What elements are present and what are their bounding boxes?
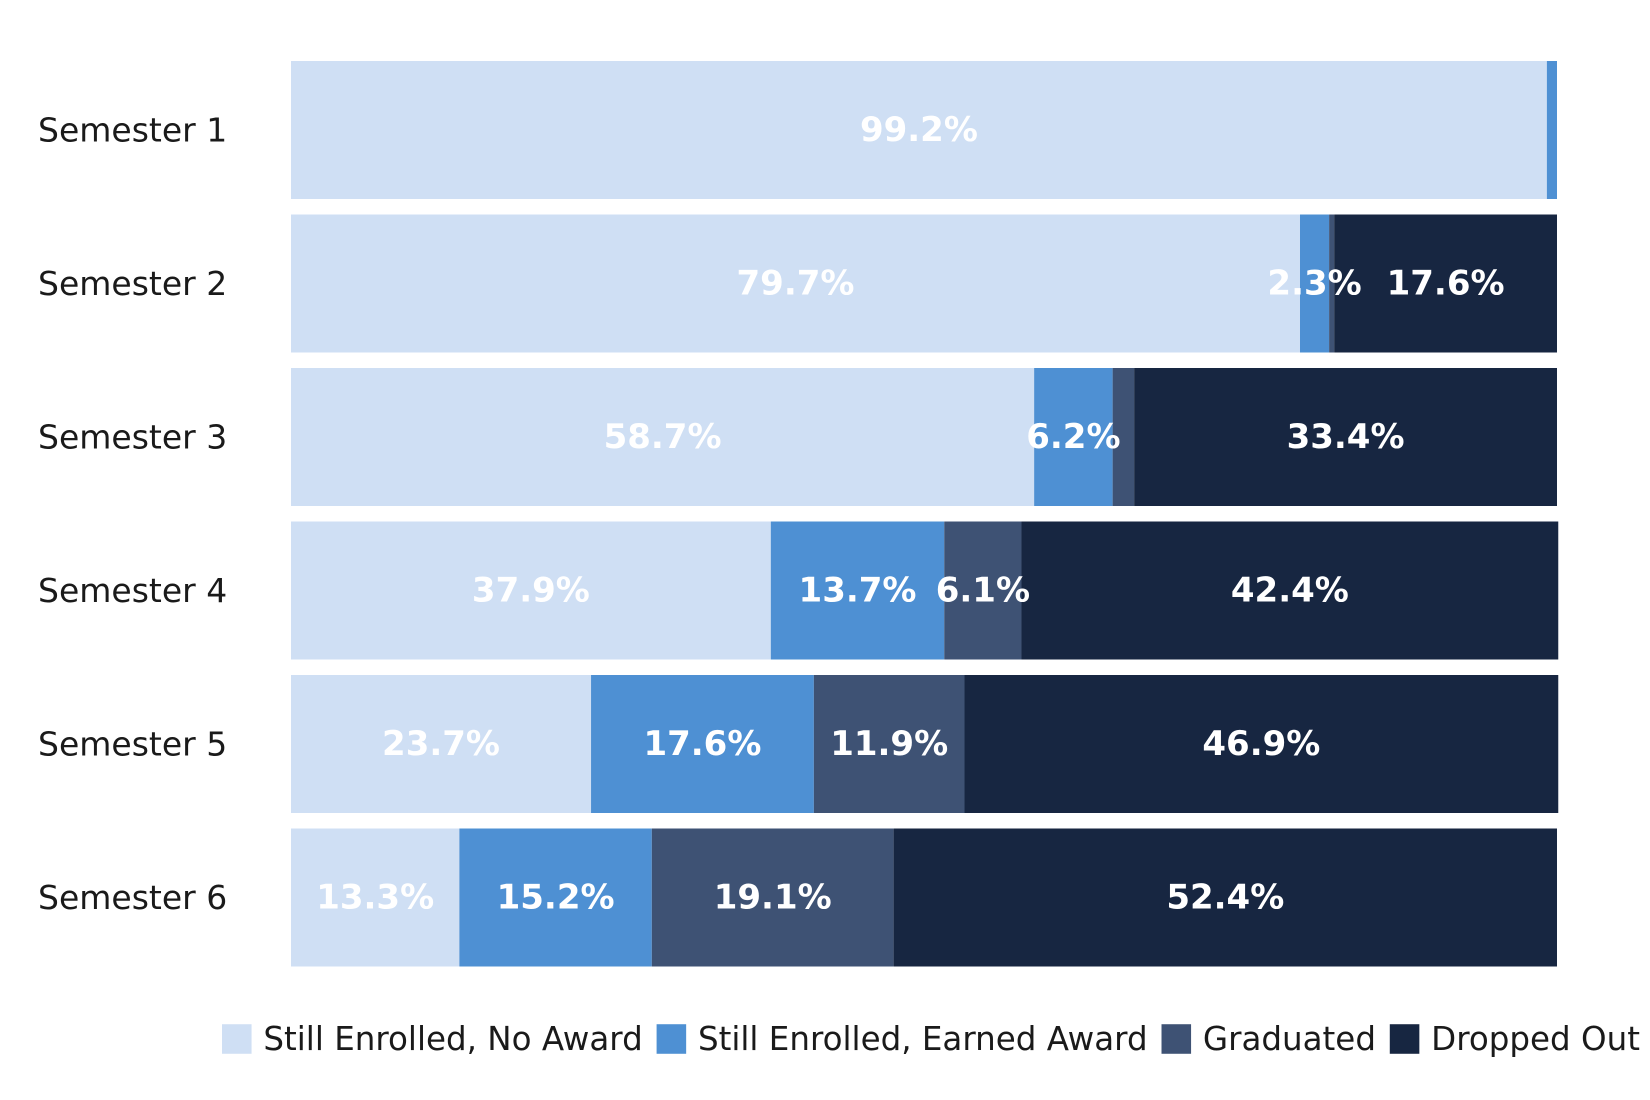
bar-dropped-out-semester-4	[1021, 521, 1559, 660]
bar-dropped-out-semester-3	[1134, 368, 1557, 506]
value-labels: 99.2% 79.7% 2.3% 17.6% 58.7% 6.2% 33.4% 37.9% 13…	[316, 110, 1504, 918]
data-label-still-enrolled-no-award-semester-5: 23.7%	[382, 724, 500, 764]
data-label-still-enrolled-earned-award-semester-5: 17.6%	[643, 724, 761, 764]
legend: Still Enrolled, No Award Still Enrolled, …	[222, 1020, 1640, 1058]
bar-still-enrolled-no-award-semester-1	[291, 61, 1547, 199]
data-label-still-enrolled-no-award-semester-3: 58.7%	[604, 417, 722, 457]
bar-dropped-out-semester-6	[893, 828, 1557, 967]
bar-graduated-semester-3	[1112, 368, 1135, 506]
legend-swatch-dropped-out	[1389, 1024, 1420, 1054]
bar-dropped-out-semester-2	[1334, 214, 1557, 353]
bar-still-enrolled-earned-award-semester-6	[459, 828, 652, 967]
bar-graduated-semester-4	[944, 521, 1022, 660]
legend-label-still-enrolled-no-award: Still Enrolled, No Award	[263, 1020, 642, 1058]
category-labels: Semester 1 Semester 2 Semester 3 Semester 4…	[38, 111, 227, 918]
bar-still-enrolled-no-award-semester-6	[291, 828, 460, 967]
legend-label-still-enrolled-earned-award: Still Enrolled, Earned Award	[698, 1020, 1148, 1058]
legend-label-dropped-out: Dropped Out	[1431, 1020, 1640, 1058]
data-label-still-enrolled-no-award-semester-2: 79.7%	[737, 264, 855, 304]
data-label-still-enrolled-earned-award-semester-2: 2.3%	[1267, 264, 1361, 304]
bar-still-enrolled-no-award-semester-4	[291, 521, 771, 660]
bar-still-enrolled-no-award-semester-3	[291, 368, 1035, 506]
data-label-still-enrolled-no-award-semester-1: 99.2%	[860, 110, 978, 150]
category-label-semester-3: Semester 3	[38, 418, 227, 457]
data-label-graduated-semester-6: 19.1%	[714, 878, 832, 918]
data-label-dropped-out-semester-3: 33.4%	[1287, 417, 1405, 457]
bar-still-enrolled-earned-award-semester-3	[1034, 368, 1113, 506]
data-label-still-enrolled-no-award-semester-4: 37.9%	[472, 571, 590, 611]
bar-still-enrolled-earned-award-semester-1	[1546, 61, 1557, 199]
bar-still-enrolled-earned-award-semester-5	[591, 675, 814, 813]
bar-graduated-semester-2	[1329, 214, 1335, 353]
data-label-still-enrolled-earned-award-semester-3: 6.2%	[1026, 417, 1120, 457]
bar-still-enrolled-no-award-semester-2	[291, 214, 1301, 353]
data-label-graduated-semester-4: 6.1%	[936, 571, 1030, 611]
legend-swatch-graduated	[1161, 1024, 1192, 1054]
data-label-still-enrolled-no-award-semester-6: 13.3%	[316, 878, 434, 918]
data-label-still-enrolled-earned-award-semester-6: 15.2%	[497, 878, 615, 918]
legend-swatch-still-enrolled-earned-award	[656, 1024, 687, 1054]
bar-still-enrolled-no-award-semester-5	[291, 675, 592, 813]
bar-graduated-semester-5	[813, 675, 965, 813]
bar-graduated-semester-6	[651, 828, 894, 967]
category-label-semester-4: Semester 4	[38, 571, 227, 610]
data-label-dropped-out-semester-4: 42.4%	[1231, 571, 1349, 611]
category-label-semester-2: Semester 2	[38, 264, 227, 303]
category-label-semester-6: Semester 6	[38, 878, 227, 917]
bar-dropped-out-semester-5	[964, 675, 1559, 813]
category-label-semester-5: Semester 5	[38, 725, 227, 764]
data-label-dropped-out-semester-5: 46.9%	[1202, 724, 1320, 764]
data-label-dropped-out-semester-2: 17.6%	[1387, 264, 1505, 304]
legend-label-graduated: Graduated	[1203, 1020, 1376, 1058]
category-label-semester-1: Semester 1	[38, 111, 227, 150]
bar-still-enrolled-earned-award-semester-2	[1300, 214, 1330, 353]
bars	[291, 61, 1559, 967]
data-label-still-enrolled-earned-award-semester-4: 13.7%	[799, 571, 917, 611]
bar-still-enrolled-earned-award-semester-4	[770, 521, 945, 660]
data-label-graduated-semester-5: 11.9%	[830, 724, 948, 764]
legend-swatch-still-enrolled-no-award	[222, 1024, 252, 1054]
data-label-dropped-out-semester-6: 52.4%	[1166, 878, 1284, 918]
